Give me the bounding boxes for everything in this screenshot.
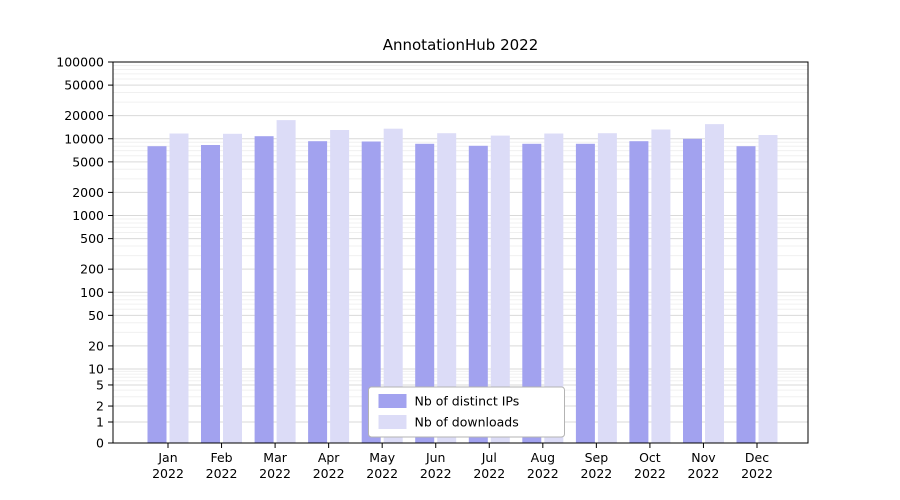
bar-distinct-ips-aug: [522, 143, 542, 444]
x-axis-month-label: Aug: [531, 450, 555, 465]
y-axis-tick-label: 2000: [72, 185, 104, 200]
bar-downloads-dec: [758, 135, 778, 443]
x-axis-month-label: Mar: [263, 450, 287, 465]
plot-border: [112, 61, 809, 444]
x-axis-month-label: Jan: [157, 450, 177, 465]
y-axis-tick-label: 5000: [72, 154, 104, 169]
bar-downloads-aug: [544, 133, 564, 443]
y-axis-tick-label: 10: [88, 362, 104, 377]
legend-label: Nb of distinct IPs: [415, 394, 520, 409]
y-axis-tick-label: 10000: [64, 131, 104, 146]
y-axis-tick-label: 100000: [56, 55, 104, 70]
x-axis-month-label: May: [369, 450, 395, 465]
x-axis-month-label: Dec: [745, 450, 769, 465]
bar-downloads-jan: [169, 133, 189, 443]
bar-distinct-ips-mar: [254, 136, 274, 443]
bar-downloads-apr: [330, 130, 350, 443]
bar-downloads-oct: [651, 129, 671, 443]
y-axis-tick-label: 20000: [64, 108, 104, 123]
legend-label: Nb of downloads: [415, 415, 519, 430]
y-axis-tick-label: 500: [80, 231, 104, 246]
y-axis-tick-label: 1: [96, 415, 104, 430]
y-axis-tick-label: 50: [88, 308, 104, 323]
y-axis-tick-label: 200: [80, 262, 104, 277]
y-axis-tick-label: 100: [80, 285, 104, 300]
y-axis-tick-label: 1000: [72, 208, 104, 223]
bar-distinct-ips-sep: [575, 143, 595, 444]
bar-downloads-jun: [437, 133, 457, 443]
bar-downloads-nov: [705, 124, 724, 443]
x-axis-month-label: Jul: [481, 450, 497, 465]
bar-distinct-ips-apr: [308, 141, 328, 443]
bar-distinct-ips-dec: [736, 146, 756, 443]
x-axis-year-label: 2022: [259, 466, 291, 481]
bar-distinct-ips-jul: [468, 145, 488, 444]
x-axis-year-label: 2022: [420, 466, 452, 481]
x-axis-year-label: 2022: [152, 466, 184, 481]
y-axis-tick-label: 5: [96, 377, 104, 392]
bar-downloads-mar: [276, 120, 296, 443]
bar-downloads-may: [383, 128, 403, 443]
x-axis-month-label: Feb: [210, 450, 232, 465]
x-axis-year-label: 2022: [366, 466, 398, 481]
bar-downloads-feb: [223, 133, 242, 444]
y-axis-tick-label: 2: [96, 399, 104, 414]
chart-title: AnnotationHub 2022: [382, 36, 539, 54]
x-axis-year-label: 2022: [580, 466, 612, 481]
bar-distinct-ips-nov: [683, 138, 702, 444]
bar-distinct-ips-oct: [629, 141, 649, 443]
x-axis-month-label: Oct: [639, 450, 661, 465]
bar-downloads-sep: [597, 133, 617, 443]
y-axis-tick-label: 50000: [64, 78, 104, 93]
x-axis-month-label: Jun: [425, 450, 446, 465]
legend-swatch: [378, 394, 407, 408]
bar-downloads-jul: [490, 135, 510, 443]
x-axis-year-label: 2022: [688, 466, 720, 481]
x-axis-year-label: 2022: [634, 466, 666, 481]
bar-distinct-ips-jan: [147, 146, 167, 443]
x-axis-year-label: 2022: [741, 466, 773, 481]
x-axis-month-label: Nov: [691, 450, 716, 465]
x-axis-year-label: 2022: [313, 466, 345, 481]
y-axis-tick-label: 0: [96, 436, 104, 451]
x-axis-month-label: Sep: [585, 450, 609, 465]
x-axis-year-label: 2022: [206, 466, 238, 481]
bar-distinct-ips-jun: [415, 143, 435, 444]
bar-distinct-ips-feb: [201, 145, 220, 443]
legend: [368, 386, 565, 438]
x-axis-year-label: 2022: [527, 466, 559, 481]
x-axis-month-label: Apr: [318, 450, 340, 465]
y-axis-tick-label: 20: [88, 338, 104, 353]
x-axis-year-label: 2022: [473, 466, 505, 481]
bar-distinct-ips-may: [361, 141, 381, 443]
legend-swatch: [378, 415, 407, 429]
